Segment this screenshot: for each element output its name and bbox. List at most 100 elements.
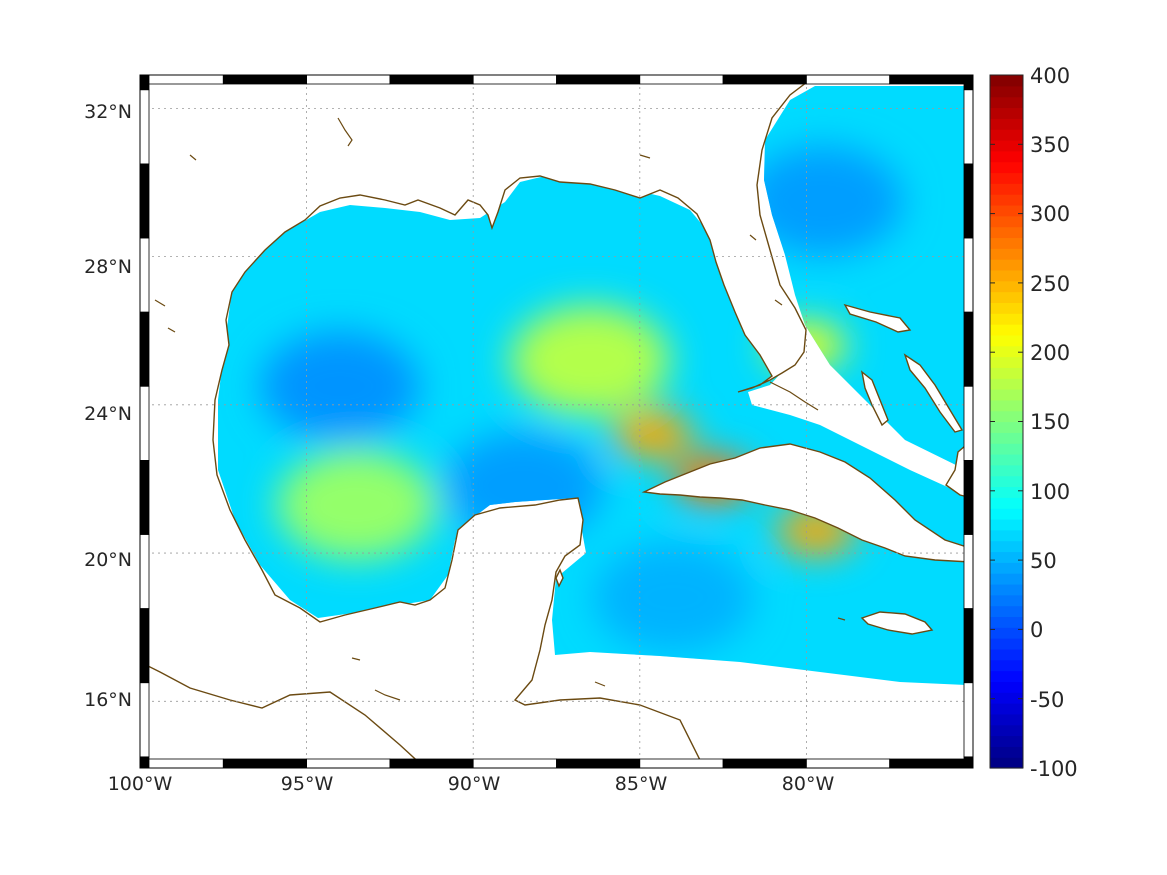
lat-tick-labels: 32°N 28°N 24°N 20°N 16°N: [84, 101, 132, 711]
colorbar-tick-label: 400: [1030, 64, 1070, 88]
colorbar-step: [990, 302, 1023, 314]
colorbar-step: [990, 703, 1023, 715]
frame-segment: [139, 74, 224, 85]
frame-segment: [139, 74, 150, 91]
lon-tick-label: 90°W: [448, 773, 501, 795]
frame-segment: [806, 758, 891, 769]
frame-segment: [963, 89, 974, 165]
lon-tick-label: 95°W: [281, 773, 334, 795]
frame-segment: [963, 74, 974, 91]
frame-segment: [722, 74, 807, 85]
frame-segment: [222, 74, 308, 85]
frame-segment: [389, 74, 474, 85]
frame-segment: [139, 460, 150, 535]
frame-segment: [963, 460, 974, 535]
florida-coastline: [140, 75, 818, 768]
bahamas-abaco: [843, 303, 912, 333]
frame-segment: [963, 311, 974, 387]
colorbar-step: [990, 378, 1023, 390]
colorbar-step: [990, 583, 1023, 596]
colorbar-step: [990, 226, 1023, 239]
lon-tick-labels: 100°W 95°W 90°W 85°W 80°W: [108, 773, 835, 795]
cozumel-coastline: [555, 568, 564, 588]
colorbar-step: [990, 616, 1023, 628]
colorbar-step: [990, 248, 1023, 260]
colorbar-step: [990, 172, 1023, 184]
frame-outline: [139, 74, 974, 769]
colorbar-tick-labels: 400 350 300 250 200 150 100 50 0 -50 -10…: [1030, 64, 1078, 781]
colorbar-gradient: [990, 75, 1023, 769]
frame-segment: [963, 756, 974, 769]
frame-segment: [139, 758, 224, 769]
bahamas-andros: [860, 370, 889, 427]
colorbar-step: [990, 659, 1023, 672]
colorbar-step: [990, 324, 1023, 336]
lat-tick-label: 32°N: [84, 101, 132, 123]
frame-segment: [963, 534, 974, 610]
coastlines: [140, 75, 973, 768]
colorbar-step: [990, 291, 1023, 303]
yucatan-channel-high: [613, 410, 694, 459]
colorbar-tick-label: 50: [1030, 549, 1057, 573]
frame-segment: [963, 682, 974, 758]
frame-segment: [806, 74, 891, 85]
colorbar-tick-label: 100: [1030, 480, 1070, 504]
frame-segment: [139, 89, 150, 165]
frame-segment: [139, 385, 150, 461]
frame-segment: [889, 74, 974, 85]
frame-segment: [722, 758, 807, 769]
colorbar-tick-label: 350: [1030, 133, 1070, 157]
colorbar-step: [990, 443, 1023, 455]
colorbar-step: [990, 129, 1023, 141]
colorbar-tick-label: 0: [1030, 618, 1043, 642]
frame-segment: [639, 758, 724, 769]
colorbar-step: [990, 681, 1023, 693]
colorbar-step: [990, 313, 1023, 325]
colorbar-step: [990, 389, 1023, 401]
colorbar-step: [990, 194, 1023, 206]
frame-segment: [139, 311, 150, 387]
colorbar-step: [990, 648, 1023, 661]
lat-tick-label: 24°N: [84, 403, 132, 425]
colorbar-step: [990, 75, 1023, 87]
colorbar-step: [990, 475, 1023, 488]
colorbar-ticks: [990, 74, 1023, 769]
colorbar-step: [990, 746, 1023, 758]
western-gulf-low: [259, 331, 420, 442]
colorbar-step: [990, 453, 1023, 466]
colorbar-step: [990, 486, 1023, 498]
colorbar-step: [990, 139, 1023, 152]
colorbar-tick-label: 300: [1030, 202, 1070, 226]
frame-segment: [139, 534, 150, 610]
colorbar-tick-label: 200: [1030, 341, 1070, 365]
colorbar-tick-label: 250: [1030, 272, 1070, 296]
frame-segment: [306, 758, 391, 769]
colorbar-step: [990, 237, 1023, 249]
colorbar-step: [990, 399, 1023, 412]
colorbar-step: [990, 183, 1023, 195]
colorbar-step: [990, 562, 1023, 574]
colorbar-step: [990, 540, 1023, 553]
lon-tick-label: 80°W: [782, 773, 835, 795]
map-frame: [139, 74, 974, 769]
colorbar-step: [990, 638, 1023, 650]
bahamas-eleuthera: [903, 353, 964, 433]
colorbar-step: [990, 96, 1023, 109]
colorbar-step: [990, 627, 1023, 639]
colorbar-step: [990, 410, 1023, 423]
colorbar-tick-label: -100: [1030, 757, 1078, 781]
colorbar-step: [990, 757, 1023, 769]
frame-segment: [472, 758, 557, 769]
jamaica-coastline: [860, 611, 934, 635]
colorbar-step: [990, 85, 1023, 98]
frame-segment: [472, 74, 557, 85]
colorbar-step: [990, 367, 1023, 379]
colorbar-step: [990, 724, 1023, 737]
graticule: [139, 75, 973, 768]
lat-tick-label: 28°N: [84, 256, 132, 278]
atlantic-coast-low: [743, 146, 904, 256]
lon-tick-label: 85°W: [615, 773, 668, 795]
frame-segment: [963, 163, 974, 239]
central-gulf-high: [509, 305, 670, 416]
colorbar-step: [990, 107, 1023, 119]
